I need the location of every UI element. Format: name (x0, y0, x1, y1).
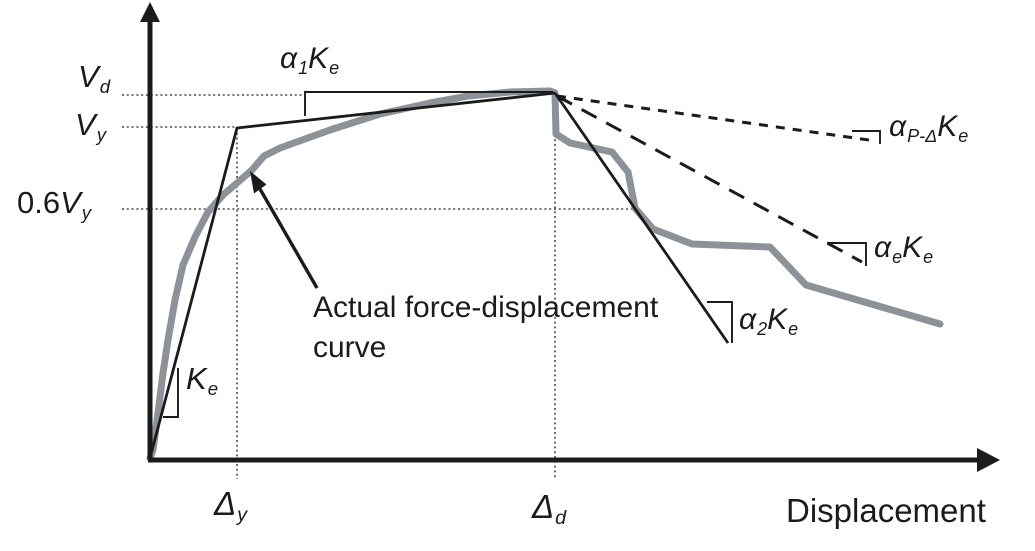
slope-label-alphae-ke: αeKe (874, 231, 934, 267)
slope-label-alphapd-ke: αP-ΔKe (889, 110, 969, 146)
annotation-arrowhead (250, 171, 267, 194)
y-label-06vy: 0.6Vy (17, 185, 92, 223)
alphapd-slope-bracket (852, 130, 881, 144)
alpha1-slope-bracket (304, 91, 553, 116)
idealized-backbone-curve (148, 91, 556, 459)
slope-label-alpha1-ke: α1Ke (280, 42, 340, 78)
effective-slope-dashed-line (556, 94, 863, 264)
y-label-vd: Vd (78, 59, 111, 97)
alphae-slope-bracket (827, 242, 867, 266)
annotation-line-1: Actual force-displacement (313, 291, 659, 324)
annotation-line-2: curve (313, 331, 387, 365)
post-capping-line (553, 92, 730, 344)
annotation-arrow-line (258, 188, 319, 289)
x-axis-arrowhead (977, 448, 1000, 472)
y-axis-arrowhead (140, 2, 160, 22)
slope-label-ke: Ke (186, 361, 219, 399)
x-tick-delta-d: Δd (532, 488, 567, 530)
alpha2-slope-bracket (707, 301, 733, 343)
x-axis-label: Displacement (786, 492, 986, 529)
p-delta-dashed-line (556, 94, 877, 143)
ke-slope-bracket (163, 368, 179, 418)
y-label-vy: Vy (75, 107, 106, 145)
actual-force-displacement-curve (146, 87, 944, 462)
annotation-text: Actual force-displacement curve (313, 288, 658, 368)
slope-label-alpha2-ke: α2Ke (739, 303, 799, 339)
x-tick-delta-y: Δy (214, 485, 248, 527)
